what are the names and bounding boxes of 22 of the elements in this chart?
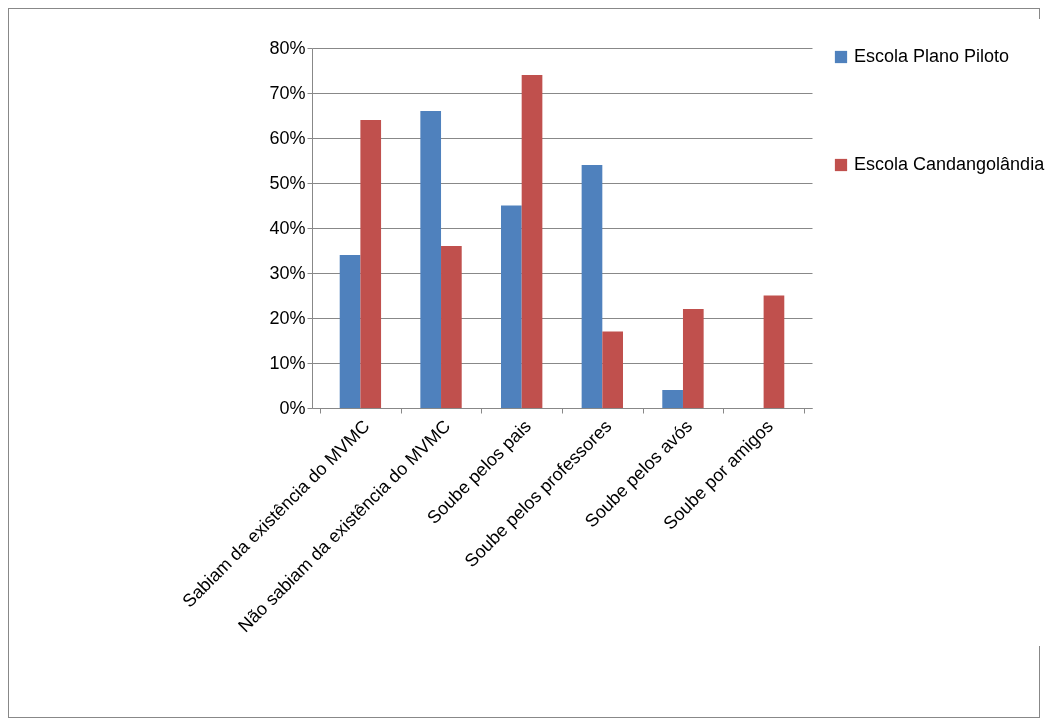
y-tick-label: 30% xyxy=(269,262,306,283)
bar xyxy=(420,111,442,408)
y-tick-label: 40% xyxy=(269,217,306,238)
bar xyxy=(521,75,543,408)
bar xyxy=(581,165,603,408)
bar xyxy=(682,309,704,408)
y-tick-label: 0% xyxy=(279,397,306,418)
legend-label: Escola Candangolândia xyxy=(854,154,1046,174)
bar xyxy=(501,205,522,408)
bar xyxy=(763,295,785,408)
y-tick-label: 20% xyxy=(269,307,306,328)
y-tick-label: 50% xyxy=(269,172,306,193)
legend-label: Escola Plano Piloto xyxy=(854,46,1010,66)
bar xyxy=(441,246,462,408)
y-tick-label: 10% xyxy=(269,352,306,373)
bar xyxy=(360,120,382,408)
bar xyxy=(602,331,623,408)
y-tick-label: 70% xyxy=(269,82,306,103)
bar xyxy=(339,255,361,408)
y-tick-label: 60% xyxy=(269,127,306,148)
bar xyxy=(662,390,683,408)
y-tick-label: 80% xyxy=(269,37,306,58)
